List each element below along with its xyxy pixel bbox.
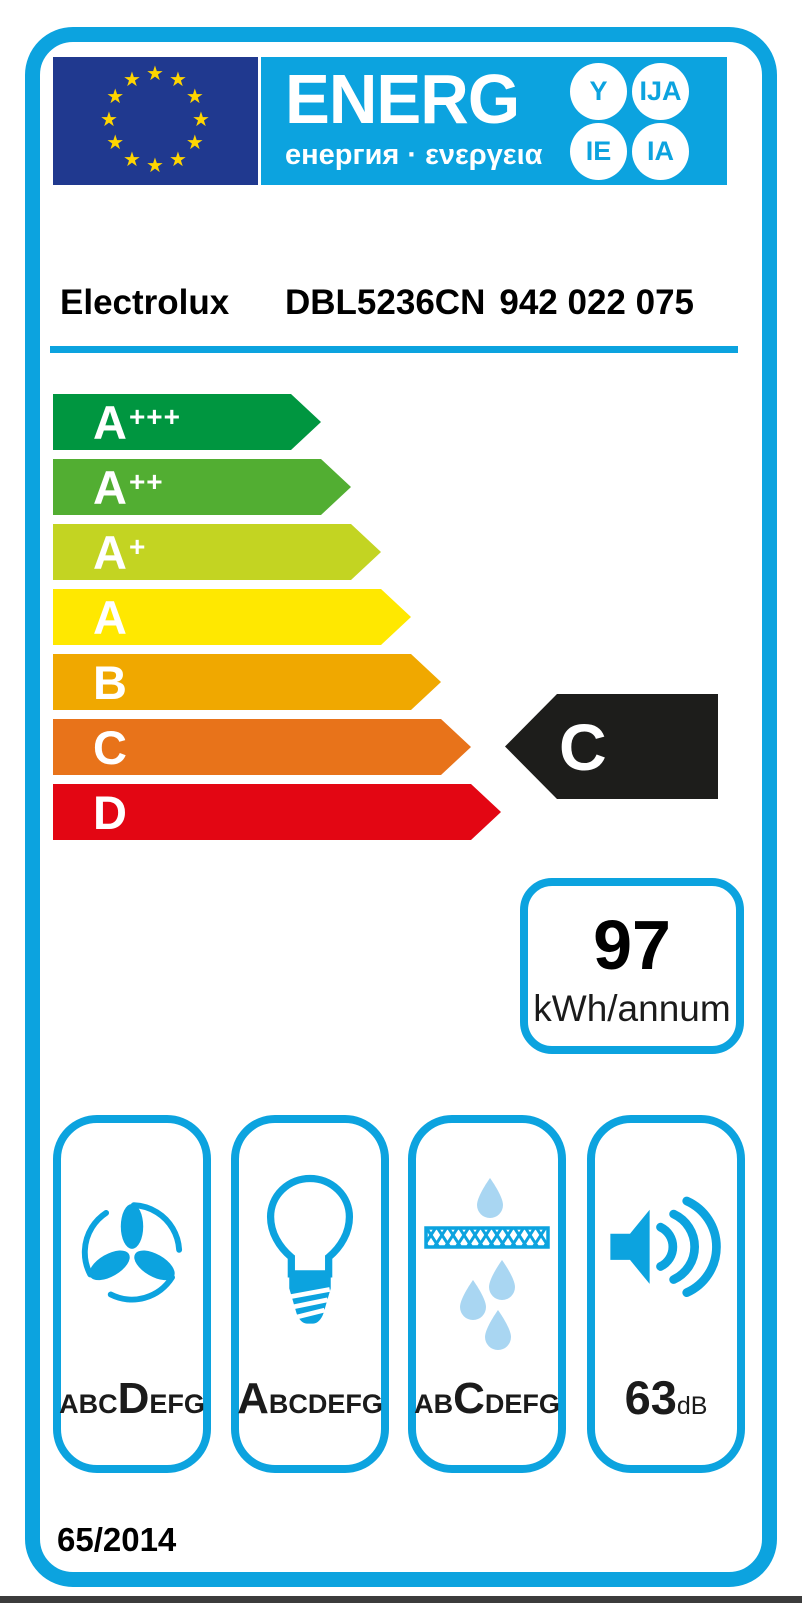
selected-rating-arrow: C (505, 694, 718, 799)
noise-value: 63 (624, 1371, 677, 1424)
grease-filter-icon (416, 1123, 558, 1377)
rating-arrow-letter: A (93, 525, 127, 579)
noise-value-row: 63dB (625, 1374, 708, 1421)
fluid-dynamic-class-letters: ABCDEFG (59, 1377, 205, 1421)
eu-star: ★ (169, 148, 187, 171)
fluid-dynamic-class: D (117, 1374, 150, 1423)
eu-star: ★ (123, 148, 141, 171)
speaker-icon (595, 1123, 737, 1374)
selected-rating-letter: C (559, 709, 607, 784)
noise-unit: dB (676, 1392, 708, 1420)
eu-star: ★ (106, 132, 125, 154)
fan-icon (61, 1123, 203, 1377)
grease-filtering-class: C (453, 1374, 485, 1423)
class-letters-before: AB (414, 1389, 454, 1419)
rating-scale: A +++ A ++ A + A B C D (53, 394, 501, 849)
eu-star: ★ (146, 63, 164, 85)
rating-arrow-d: D (53, 784, 501, 840)
lightbulb-icon (239, 1123, 381, 1377)
eu-star: ★ (169, 69, 187, 92)
eu-star: ★ (185, 86, 204, 108)
grease-filtering-class-letters: ABCDEFG (414, 1377, 560, 1421)
class-letters-after: BCDEFG (268, 1389, 383, 1419)
model-number: DBL5236CN (285, 283, 486, 322)
rating-arrow-ap: A + (53, 524, 381, 580)
eu-star: ★ (185, 132, 204, 154)
rating-arrow-b: B (53, 654, 441, 710)
noise-box: 63dB (587, 1115, 745, 1473)
eu-star: ★ (146, 155, 164, 177)
energ-logo-text: ENERG (285, 60, 520, 138)
class-letters-before: ABC (59, 1389, 118, 1419)
energy-consumption-box: 97 kWh/annum (520, 878, 744, 1054)
model-identifier: DBL5236CN 942 022 075 (285, 283, 694, 323)
regulation-number: 65/2014 (57, 1521, 177, 1558)
rating-arrow-letter: D (93, 785, 127, 839)
rating-arrow-a: A (53, 589, 411, 645)
language-suffix-ia: IA (632, 123, 689, 180)
eu-star: ★ (106, 86, 125, 108)
energ-banner: ENERG енергия · ενεργεια Y IJA IE IA (261, 57, 727, 185)
energ-logo-subtitle: енергия · ενεργεια (285, 139, 543, 171)
energy-consumption-unit: kWh/annum (533, 988, 731, 1029)
eu-star: ★ (192, 109, 210, 131)
class-letters-after: EFG (149, 1389, 205, 1419)
language-suffix-ie: IE (570, 123, 627, 180)
eu-star: ★ (100, 109, 118, 131)
rating-arrow-letter: A (93, 460, 127, 514)
rating-arrow-letter: C (93, 720, 127, 774)
rating-arrow-plus: + (128, 531, 147, 562)
lighting-efficiency-box: ABCDEFG (231, 1115, 389, 1473)
class-letters-after: DEFG (484, 1389, 560, 1419)
eu-flag: ★ ★ ★ ★ ★ ★ ★ ★ ★ ★ ★ ★ (53, 57, 258, 185)
rating-arrow-plus: +++ (128, 401, 182, 432)
language-suffix-y: Y (570, 63, 627, 120)
energy-consumption-value: 97 (593, 906, 671, 984)
rating-arrow-letter: A (93, 395, 127, 449)
rating-arrow-letter: A (93, 590, 127, 644)
lighting-class-letters: ABCDEFG (237, 1377, 383, 1421)
rating-arrow-appp: A +++ (53, 394, 321, 450)
page-bottom-edge (0, 1596, 802, 1603)
grease-filtering-efficiency-box: ABCDEFG (408, 1115, 566, 1473)
rating-arrow-plus: ++ (128, 466, 164, 497)
rating-arrow-letter: B (93, 655, 127, 709)
lighting-class: A (237, 1374, 269, 1423)
label-border (25, 27, 777, 1587)
product-number: 942 022 075 (499, 283, 694, 322)
rating-arrow-c: C (53, 719, 471, 775)
eu-star: ★ (123, 69, 141, 92)
rating-arrow-app: A ++ (53, 459, 351, 515)
brand-name: Electrolux (60, 283, 230, 322)
header-divider (50, 346, 738, 353)
language-suffix-ija: IJA (632, 63, 689, 120)
fluid-dynamic-efficiency-box: ABCDEFG (53, 1115, 211, 1473)
